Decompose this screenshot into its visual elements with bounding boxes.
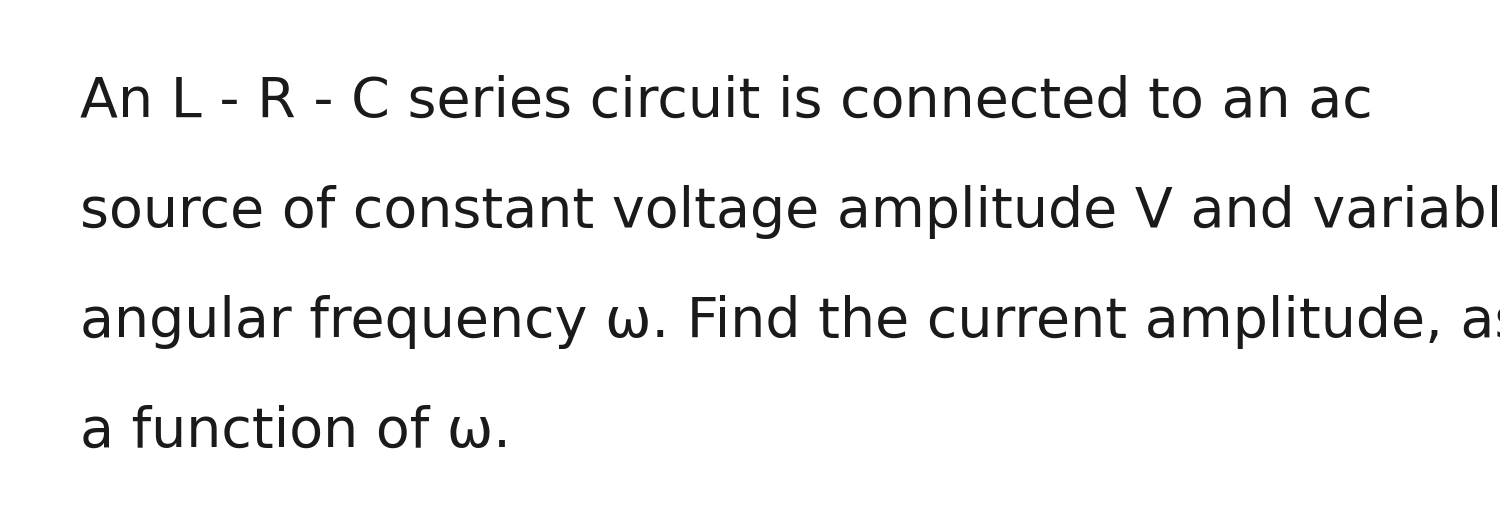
Text: a function of ω.: a function of ω. (80, 405, 512, 459)
Text: An L - R - C series circuit is connected to an ac: An L - R - C series circuit is connected… (80, 75, 1372, 129)
Text: source of constant voltage amplitude V and variable: source of constant voltage amplitude V a… (80, 185, 1500, 239)
Text: angular frequency ω. Find the current amplitude, as: angular frequency ω. Find the current am… (80, 295, 1500, 349)
